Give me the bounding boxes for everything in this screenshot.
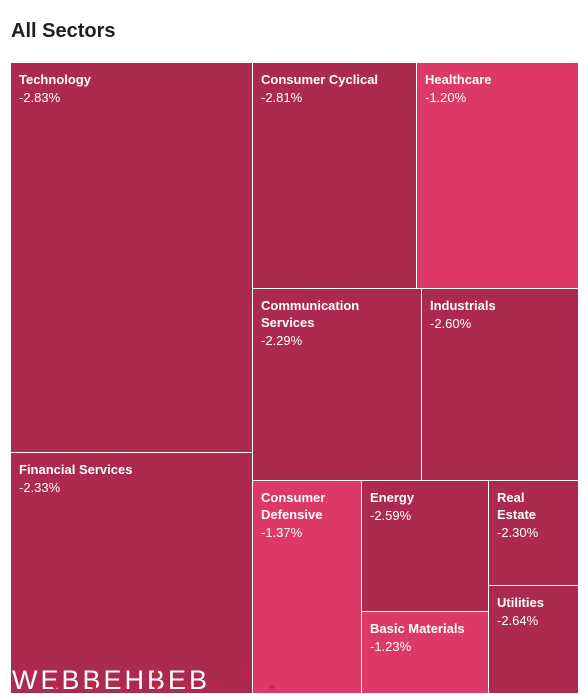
sector-change: -2.64% bbox=[497, 613, 539, 628]
sector-change: -1.23% bbox=[370, 639, 412, 654]
sector-tile-consumer-defensive[interactable]: Consumer Defensive -1.37% bbox=[252, 480, 362, 694]
sector-tile-healthcare[interactable]: Healthcare -1.20% bbox=[416, 62, 579, 289]
sector-name: Basic Materials bbox=[370, 621, 465, 636]
sector-name: Healthcare bbox=[425, 72, 492, 87]
sector-change: -2.81% bbox=[261, 90, 303, 105]
watermark-dot bbox=[244, 669, 250, 675]
sector-change: -1.37% bbox=[261, 525, 303, 540]
sector-change: -2.29% bbox=[261, 333, 303, 348]
sector-tile-energy[interactable]: Energy -2.59% bbox=[361, 480, 489, 612]
sector-name: Consumer Cyclical bbox=[261, 72, 379, 87]
watermark-dot bbox=[269, 684, 275, 690]
sector-name: Financial Services bbox=[19, 462, 133, 477]
watermark-dot bbox=[153, 669, 159, 675]
sector-change: -2.60% bbox=[430, 316, 472, 331]
watermark-dot bbox=[213, 684, 219, 690]
watermark-dot bbox=[121, 684, 127, 690]
sector-change: -2.30% bbox=[497, 525, 539, 540]
sector-tile-utilities[interactable]: Utilities -2.64% bbox=[488, 585, 579, 694]
sector-change: -2.59% bbox=[370, 508, 412, 523]
watermark-text: WEBBEHBEB bbox=[12, 665, 210, 694]
sector-name: Real Estate bbox=[497, 490, 537, 522]
page-title: All Sectors bbox=[11, 20, 116, 42]
sector-tile-consumer-cyclical[interactable]: Consumer Cyclical -2.81% bbox=[252, 62, 417, 289]
sector-name: Technology bbox=[19, 72, 91, 87]
sector-treemap: Technology -2.83% Financial Services -2.… bbox=[10, 62, 579, 694]
watermark-dot bbox=[29, 669, 35, 675]
sector-name: Consumer Defensive bbox=[261, 490, 326, 522]
watermark-dot bbox=[153, 684, 159, 690]
sector-name: Communication Services bbox=[261, 298, 360, 330]
watermark-dot bbox=[91, 684, 97, 690]
sector-name: Industrials bbox=[430, 298, 496, 313]
sector-tile-real-estate[interactable]: Real Estate -2.30% bbox=[488, 480, 579, 586]
sector-name: Energy bbox=[370, 490, 415, 505]
watermark-dot bbox=[52, 684, 58, 690]
sector-tile-industrials[interactable]: Industrials -2.60% bbox=[421, 288, 579, 481]
sector-change: -2.83% bbox=[19, 90, 61, 105]
sector-tile-financial-services[interactable]: Financial Services -2.33% bbox=[10, 452, 253, 694]
watermark-dot bbox=[185, 684, 191, 690]
sector-name: Utilities bbox=[497, 595, 544, 610]
sector-change: -2.33% bbox=[19, 480, 61, 495]
sector-tile-basic-materials[interactable]: Basic Materials -1.23% bbox=[361, 611, 489, 694]
watermark-dots bbox=[29, 669, 275, 690]
sector-change: -1.20% bbox=[425, 90, 467, 105]
sector-tile-technology[interactable]: Technology -2.83% bbox=[10, 62, 253, 453]
watermark-logo: WEBBEHBEB bbox=[12, 665, 275, 694]
sector-tile-communication-services[interactable]: Communication Services -2.29% bbox=[252, 288, 422, 481]
